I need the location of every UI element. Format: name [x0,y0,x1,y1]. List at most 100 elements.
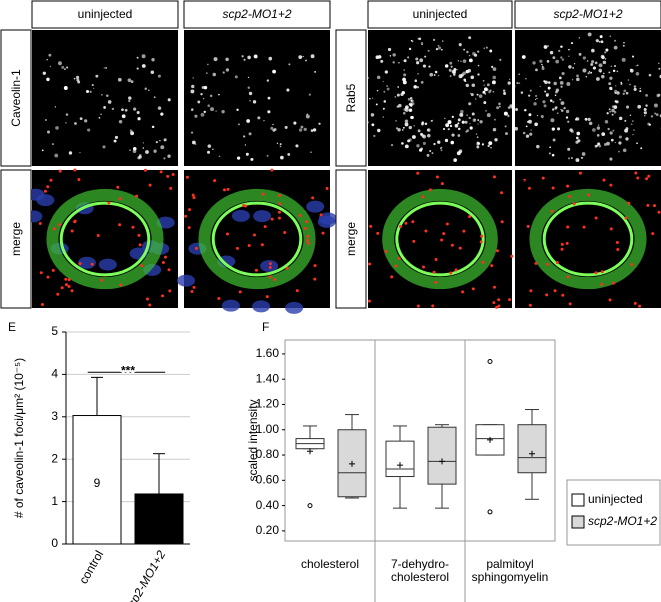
red-spot [394,264,398,268]
fluorescent-spot [248,132,252,136]
fluorescent-spot [555,59,560,64]
fluorescent-spot [489,49,493,53]
x-tick-label: palmitoyl [486,557,533,571]
red-spot [646,203,650,207]
fluorescent-spot [55,126,59,130]
fluorescent-spot [312,128,317,132]
fluorescent-spot [547,81,551,84]
red-spot [73,168,77,172]
fluorescent-spot [397,86,400,88]
fluorescent-spot [451,115,454,119]
red-spot [608,298,612,302]
fluorescent-spot [420,41,424,45]
fluorescent-spot [209,94,213,98]
red-spot [497,298,501,302]
red-spot [582,225,586,229]
red-spot [384,249,388,253]
membrane [46,188,164,290]
fluorescent-spot [157,106,162,110]
nucleus [98,258,117,271]
fluorescent-spot [444,64,449,68]
fluorescent-spot [481,143,485,146]
outlier [487,358,493,364]
fluorescent-spot [410,115,414,120]
box [427,426,457,485]
fluorescent-spot [633,87,637,91]
fluorescent-spot [614,89,618,93]
red-spot [46,275,50,279]
x-tick-label: control [76,548,106,586]
fluorescent-spot [502,89,506,92]
fluorescent-spot [160,145,165,150]
fluorescent-spot [624,128,628,133]
fluorescent-spot [498,102,501,106]
fluorescent-spot [376,75,381,80]
fluorescent-spot [470,93,474,97]
fluorescent-spot [459,45,462,47]
red-spot [58,223,62,227]
red-spot [311,196,315,200]
panel-letter: D [521,38,530,52]
fluorescent-spot [569,128,573,132]
red-spot [594,271,598,275]
red-spot [432,270,436,274]
row-label-box [335,29,367,167]
red-spot [67,278,71,282]
fluorescent-spot [408,125,413,130]
fluorescent-spot [600,40,604,44]
fluorescent-spot [466,114,468,116]
fluorescent-spot [395,120,397,122]
fluorescent-spot [133,107,137,111]
red-spot [252,233,256,237]
fluorescent-spot [588,71,591,73]
fluorescent-spot [142,142,145,144]
fluorescent-spot [552,56,556,60]
fluorescent-spot [253,54,258,59]
fluorescent-spot [483,47,485,49]
fluorescent-spot [398,62,400,64]
fluorescent-spot [567,120,570,123]
fluorescent-spot [243,58,246,61]
nucleus [260,259,279,272]
header-box [367,0,513,29]
fluorescent-spot [403,69,406,71]
fluorescent-spot [305,114,310,119]
red-spot [273,278,277,282]
red-spot [185,175,189,179]
nucleus [318,212,337,225]
fluorescent-spot [529,89,532,92]
fluorescent-spot [609,131,613,135]
fluorescent-spot [609,35,611,37]
fluorescent-spot [610,138,614,142]
fluorescent-spot [613,105,618,110]
fluorescent-spot [528,113,532,117]
red-spot [422,265,426,269]
fluorescent-spot [191,84,195,89]
fluorescent-spot [54,153,59,158]
fluorescent-spot [529,132,533,136]
fluorescent-spot [191,140,196,145]
fluorescent-spot [442,127,446,131]
fluorescent-spot [298,55,303,60]
fluorescent-spot [476,93,479,96]
x-tick-label: scp2-MO1+2 [122,548,169,602]
fluorescent-spot [640,147,643,150]
fluorescent-spot [518,82,521,84]
red-spot [529,289,533,293]
fluorescent-spot [550,118,555,123]
fluorescent-spot [310,129,314,133]
fluorescent-spot [586,60,589,62]
outlier [307,503,313,509]
fluorescent-spot [568,48,570,51]
red-spot [49,178,53,182]
fluorescent-spot [402,111,406,115]
fluorescent-spot [603,142,607,146]
red-spot [560,247,564,251]
fluorescent-spot [207,63,209,66]
red-spot [138,243,142,247]
red-spot [56,292,60,296]
red-spot [96,233,100,237]
fluorescent-spot [656,93,660,98]
red-spot [260,243,264,247]
fluorescent-spot [190,131,194,134]
